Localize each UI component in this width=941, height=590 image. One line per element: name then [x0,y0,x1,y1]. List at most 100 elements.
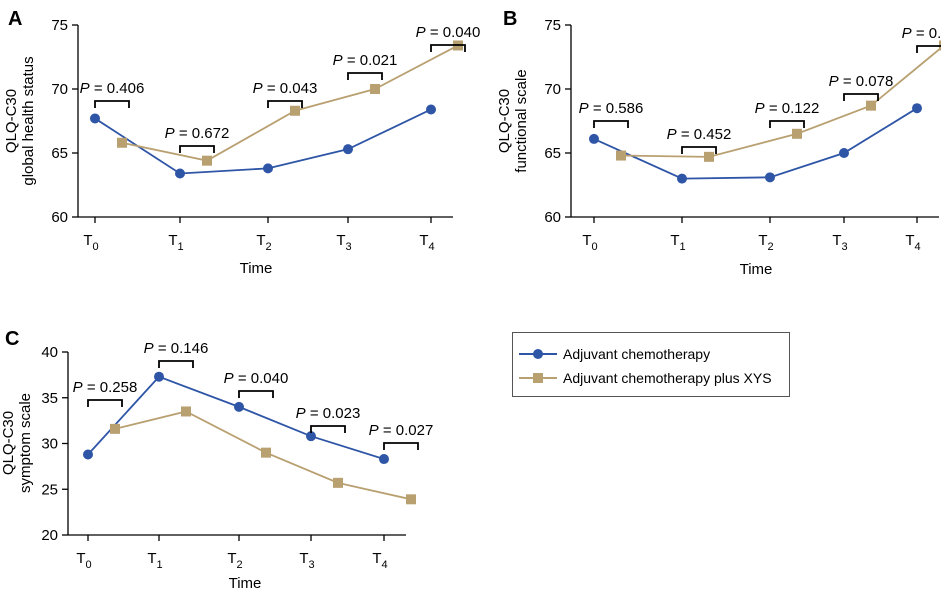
data-point-circle [677,173,687,184]
significance-bracket [843,93,879,101]
p-value-label: P = 0.040 [224,370,289,387]
p-value-label: P = 0.023 [296,405,361,422]
significance-bracket [347,72,383,80]
data-point-square [616,150,626,161]
data-point-circle [90,113,100,124]
y-tick-label: 65 [544,145,561,162]
data-point-square [110,423,120,434]
series-line-chemotherapy [593,107,918,180]
p-value-label: P = 0.021 [333,52,398,69]
chart-panel-b: B 60 65 70 75 T0 T1 T2 T3 T4 Time QLQ-C30functional… [496,8,941,278]
p-value-label: P = 0.586 [579,100,644,117]
data-point-circle [263,163,273,174]
significance-bracket [179,145,215,153]
y-tick-label: 75 [51,17,68,34]
x-tick-label: T3 [299,550,314,571]
y-tick-label: 60 [51,209,68,226]
data-point-square [704,151,714,162]
data-point-circle [175,168,185,179]
x-tick-label: T0 [83,232,98,253]
x-tick-label: T4 [419,232,434,253]
data-point-circle [839,148,849,158]
y-tick-label: 75 [544,17,561,34]
p-value-label: P = 0.027 [902,25,941,42]
data-point-circle [589,133,599,144]
data-point-circle [154,371,164,382]
p-value-label: P = 0.040 [416,24,481,41]
data-point-circle [234,401,244,412]
y-tick-label: 70 [544,81,561,98]
legend: Adjuvant chemotherapy Adjuvant chemother… [512,332,790,397]
x-axis-label: Time [240,260,273,277]
data-point-circle [343,144,353,155]
p-value-label: P = 0.672 [165,125,230,142]
x-axis-label: Time [740,261,773,278]
series-line-chemotherapy [94,108,432,175]
x-tick-label: T1 [168,232,183,253]
x-tick-label: T0 [76,550,91,571]
legend-item-adjuvant-chemotherapy: Adjuvant chemotherapy [513,344,710,364]
significance-bracket [87,399,123,407]
significance-bracket [158,360,194,368]
p-value-label: P = 0.406 [80,80,145,97]
data-point-circle [306,431,316,442]
panel-letter: B [503,8,517,30]
p-value-label: P = 0.122 [755,100,820,117]
data-point-square [181,406,191,417]
y-axis-label: QLQ-C30global health status [3,56,37,185]
significance-bracket [916,45,941,53]
panel-letter: C [5,328,19,350]
legend-label: Adjuvant chemotherapy [563,346,711,362]
series-line-chemotherapy-xys [121,44,459,162]
p-value-label: P = 0.027 [369,422,434,439]
data-point-circle [83,449,93,460]
x-axis-label: Time [229,575,262,590]
significance-bracket [430,44,466,52]
data-point-circle [379,454,389,465]
data-point-square [202,155,212,166]
y-axis-label: QLQ-C30symptom scale [0,393,34,493]
p-value-label: P = 0.078 [829,73,894,90]
x-tick-label: T2 [256,232,271,253]
data-point-circle [765,172,775,183]
x-tick-label: T1 [147,550,162,571]
x-tick-label: T1 [670,232,685,253]
legend-square-marker [513,368,563,388]
y-tick-label: 70 [51,81,68,98]
p-value-label: P = 0.146 [144,340,209,357]
y-tick-label: 30 [41,436,58,453]
data-point-square [261,447,271,458]
x-tick-label: T2 [758,232,773,253]
data-point-circle [426,104,436,115]
y-tick-label: 20 [41,527,58,544]
legend-label: Adjuvant chemotherapy plus XYS [563,370,772,386]
p-value-label: P = 0.043 [253,80,318,97]
x-tick-label: T3 [832,232,847,253]
y-tick-label: 25 [41,481,58,498]
y-tick-label: 35 [41,390,58,407]
significance-bracket [267,100,303,108]
data-point-square [792,128,802,139]
data-point-square [333,477,343,488]
significance-bracket [681,146,717,154]
chart-panel-a: A 60 65 70 75 T0 T1 T2 T3 T4 Time QLQ-C30global hea… [3,8,480,277]
significance-bracket [383,442,419,450]
legend-item-adjuvant-chemotherapy-xys: Adjuvant chemotherapy plus XYS [513,368,772,388]
significance-bracket [310,425,346,433]
y-tick-label: 60 [544,209,561,226]
y-tick-label: 65 [51,145,68,162]
significance-bracket [238,390,274,398]
significance-bracket [593,120,629,128]
significance-bracket [94,100,130,108]
panel-letter: A [8,8,22,30]
legend-circle-marker [513,344,563,364]
x-tick-label: T2 [227,550,242,571]
data-point-square [117,137,127,148]
data-point-square [866,100,876,111]
chart-panel-c: C 20 25 30 35 40 T0 T1 T2 T3 T4 Time QLQ-C30symptom … [0,328,433,590]
y-axis-label: QLQ-C30functional scale [496,69,530,172]
p-value-label: P = 0.258 [73,379,138,396]
significance-bracket [769,120,805,128]
data-point-square [406,494,416,505]
